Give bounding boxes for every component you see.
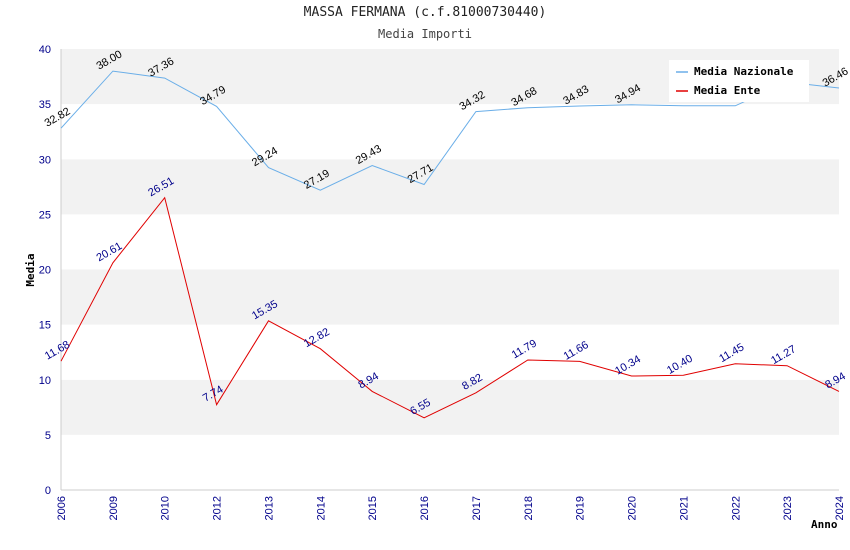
grid-bands (61, 49, 839, 490)
y-tick-label: 5 (45, 430, 51, 442)
grid-band (61, 434, 839, 490)
legend-label-ente: Media Ente (694, 84, 761, 97)
x-tick-label: 2015 (367, 496, 379, 520)
grid-band (61, 324, 839, 380)
series-lines (60, 70, 840, 419)
x-tick-label: 2018 (523, 496, 535, 520)
y-tick-label: 15 (39, 320, 51, 332)
x-tick-label: 2023 (782, 496, 794, 520)
chart-title: MASSA FERMANA (c.f.81000730440) (303, 5, 547, 20)
x-axis-title: Anno (811, 518, 838, 531)
x-tick-label: 2010 (160, 496, 172, 520)
x-tick-label: 2022 (730, 496, 742, 520)
axes (60, 49, 839, 491)
x-tick-label: 2009 (108, 496, 120, 520)
x-tick-labels: 2006 2009 2010 2012 2013 2014 2015 2016 2017 2018… (56, 496, 846, 520)
grid-band (61, 214, 839, 270)
y-tick-label: 25 (39, 209, 51, 221)
y-axis-title: Media (24, 253, 37, 286)
x-tick-label: 2016 (419, 496, 431, 520)
chart-subtitle: Media Importi (378, 27, 472, 41)
legend-label-nazionale: Media Nazionale (694, 65, 794, 78)
y-tick-labels: 0 5 10 15 20 25 30 35 40 (39, 44, 51, 497)
y-tick-label: 30 (39, 154, 51, 166)
grid-band (61, 159, 839, 215)
x-tick-label: 2014 (315, 496, 327, 520)
x-tick-label: 2019 (575, 496, 587, 520)
x-tick-label: 2017 (471, 496, 483, 520)
x-tick-label: 2021 (678, 496, 690, 520)
legend: Media Nazionale Media Ente (669, 60, 809, 102)
grid-band (61, 104, 839, 160)
x-tick-label: 2006 (56, 496, 68, 520)
x-tick-label: 2012 (212, 496, 224, 520)
y-tick-label: 20 (39, 265, 51, 277)
series-line-ente (60, 196, 840, 419)
y-tick-label: 35 (39, 99, 51, 111)
x-tick-label: 2024 (834, 496, 846, 520)
grid-band (61, 269, 839, 325)
y-tick-label: 0 (45, 485, 51, 497)
grid-band (61, 379, 839, 435)
x-tick-label: 2020 (627, 496, 639, 520)
y-tick-label: 40 (39, 44, 51, 56)
x-tick-label: 2013 (263, 496, 275, 520)
series-line-nazionale (60, 70, 840, 191)
legend-box (669, 60, 809, 102)
y-tick-label: 10 (39, 375, 51, 387)
